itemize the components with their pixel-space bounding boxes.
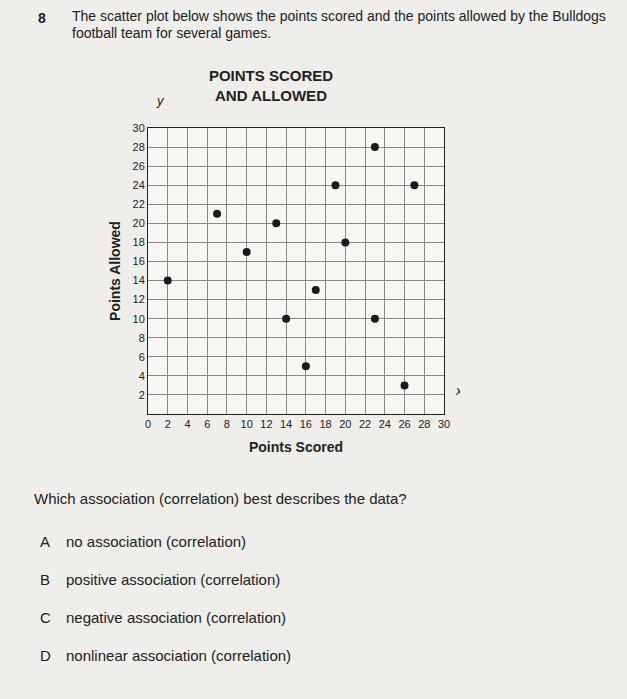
html-text:B: B: [40, 571, 50, 588]
svg-text:x: x: [455, 383, 460, 398]
svg-text:14: 14: [280, 418, 292, 430]
svg-text:8: 8: [139, 332, 145, 344]
svg-text:22: 22: [133, 198, 145, 210]
svg-text:20: 20: [133, 217, 145, 229]
html-text:Which association (correlation: Which association (correlation) best des…: [34, 490, 407, 507]
svg-text:28: 28: [418, 418, 430, 430]
html-text:D: D: [40, 647, 51, 664]
svg-text:18: 18: [319, 418, 331, 430]
svg-text:10: 10: [241, 418, 253, 430]
svg-text:12: 12: [260, 418, 272, 430]
svg-text:30: 30: [133, 122, 145, 134]
svg-text:Points Allowed: Points Allowed: [107, 221, 123, 321]
svg-text:0: 0: [145, 418, 151, 430]
html-text:no association (correlation): no association (correlation): [66, 533, 247, 550]
svg-text:Points Scored: Points Scored: [249, 439, 343, 455]
svg-text:16: 16: [300, 418, 312, 430]
svg-text:y: y: [156, 93, 165, 108]
svg-text:24: 24: [379, 418, 391, 430]
svg-text:14: 14: [133, 274, 145, 286]
svg-text:10: 10: [133, 313, 145, 325]
svg-text:12: 12: [133, 293, 145, 305]
html-text:A: A: [40, 533, 50, 550]
svg-text:16: 16: [133, 255, 145, 267]
svg-text:6: 6: [204, 418, 210, 430]
svg-text:4: 4: [139, 370, 145, 382]
html-text:C: C: [40, 609, 51, 626]
svg-text:22: 22: [359, 418, 371, 430]
svg-text:2: 2: [165, 418, 171, 430]
svg-text:4: 4: [184, 418, 190, 430]
html-text:The scatter plot below shows t: The scatter plot below shows the points …: [72, 8, 606, 41]
svg-text:26: 26: [398, 418, 410, 430]
html-text:positive association (correlat: positive association (correlation): [66, 571, 281, 588]
svg-text:28: 28: [133, 141, 145, 153]
svg-text:2: 2: [139, 389, 145, 401]
svg-text:20: 20: [339, 418, 351, 430]
html-text:nonlinear association (correla: nonlinear association (correlation): [66, 647, 292, 664]
svg-text:POINTS SCOREDAND ALLOWED: POINTS SCOREDAND ALLOWED: [209, 67, 333, 104]
svg-text:24: 24: [133, 179, 145, 191]
html-text:negative association (correlat: negative association (correlation): [66, 609, 287, 626]
svg-text:18: 18: [133, 236, 145, 248]
html-text:8: 8: [38, 10, 46, 26]
svg-text:30: 30: [438, 418, 450, 430]
svg-text:26: 26: [133, 160, 145, 172]
svg-text:8: 8: [224, 418, 230, 430]
svg-text:6: 6: [139, 351, 145, 363]
